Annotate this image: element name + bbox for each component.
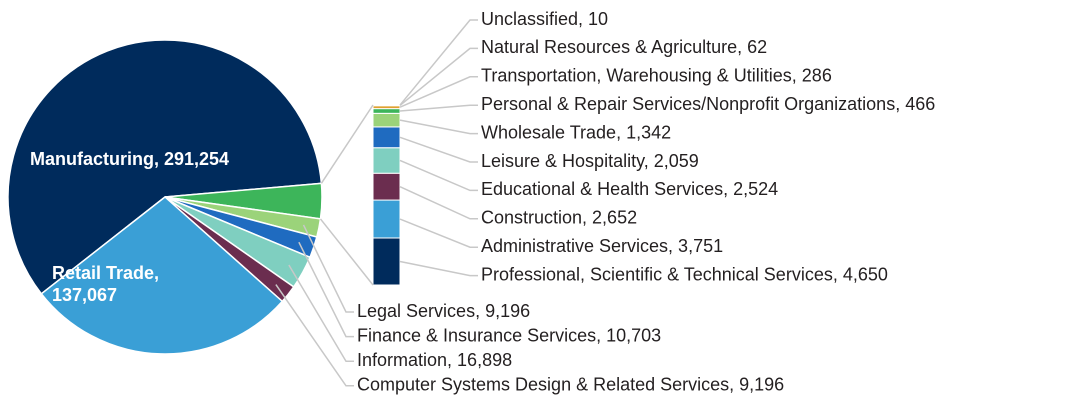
bar-label: Professional, Scientific & Technical Ser… — [481, 264, 888, 284]
bar-segment — [372, 108, 401, 114]
bar-label: Administrative Services, 3,751 — [481, 236, 723, 256]
bar-segment — [372, 147, 401, 174]
bar-label: Transportation, Warehousing & Utilities,… — [481, 66, 832, 86]
leader-line — [399, 47, 478, 106]
bar-label: Construction, 2,652 — [481, 208, 637, 228]
pie-label: Information, 16,898 — [357, 350, 512, 370]
leader-line — [288, 264, 354, 362]
leader-line — [399, 218, 478, 248]
leader-line — [399, 76, 478, 108]
bar-segment — [372, 237, 401, 286]
bar-segment — [372, 172, 401, 201]
pie-slice — [7, 39, 323, 295]
leader-line — [399, 136, 478, 163]
pie-label: Computer Systems Design & Related Servic… — [357, 375, 784, 395]
bar-segment — [372, 126, 401, 149]
bar-label: Unclassified, 10 — [481, 9, 608, 29]
pie-label: Finance & Insurance Services, 10,703 — [357, 325, 661, 345]
connector-line — [319, 218, 374, 286]
leader-line — [275, 284, 354, 387]
bar-label: Educational & Health Services, 2,524 — [481, 179, 778, 199]
bar-segment — [372, 112, 401, 128]
leader-line — [298, 241, 354, 338]
bar-label: Wholesale Trade, 1,342 — [481, 122, 671, 142]
connector-line — [320, 104, 374, 184]
pie-label: Retail Trade, 137,067 — [52, 263, 160, 305]
leader-line — [399, 119, 478, 135]
leader-line — [399, 159, 478, 192]
leader-line — [399, 104, 478, 112]
bar-label: Natural Resources & Agriculture, 62 — [481, 37, 767, 57]
leader-line — [302, 224, 354, 313]
bar-segment — [372, 199, 401, 239]
bar-label: Leisure & Hospitality, 2,059 — [481, 151, 699, 171]
pie-slice — [40, 196, 284, 355]
pie-label: Legal Services, 9,196 — [357, 301, 530, 321]
pie-label: Manufacturing, 291,254 — [30, 149, 230, 169]
leader-line — [399, 260, 478, 277]
bar-label: Personal & Repair Services/Nonprofit Org… — [481, 94, 935, 114]
leader-line — [399, 19, 478, 106]
leader-line — [399, 185, 478, 220]
